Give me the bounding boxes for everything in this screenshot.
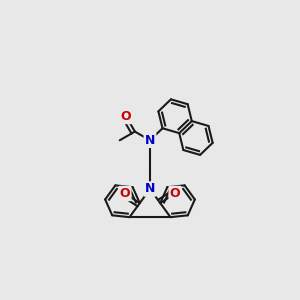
Text: O: O <box>120 187 130 200</box>
Text: N: N <box>145 134 155 147</box>
Text: O: O <box>170 187 180 200</box>
Text: O: O <box>121 110 131 123</box>
Text: N: N <box>145 182 155 196</box>
